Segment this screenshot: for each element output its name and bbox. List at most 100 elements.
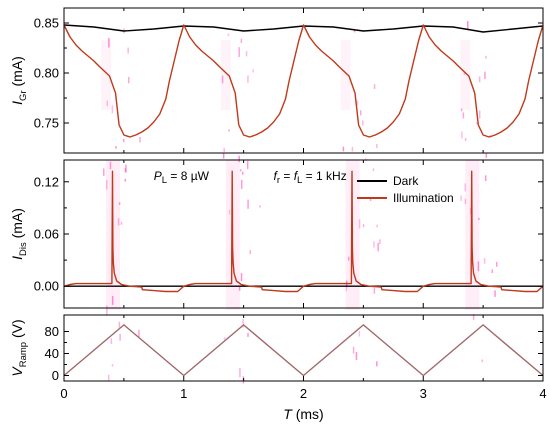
glow-speck — [223, 148, 225, 152]
glow-speck — [356, 100, 359, 106]
glow-speck — [127, 76, 130, 84]
x-tick-label: 3 — [420, 386, 427, 401]
x-tick-label: 2 — [300, 386, 307, 401]
glow-speck — [376, 361, 378, 367]
glow-speck — [464, 183, 466, 192]
glow-speck — [484, 71, 486, 80]
y-tick-label: 0.06 — [34, 227, 59, 242]
y-tick-label: 80 — [45, 324, 59, 339]
anno-sub: r — [277, 175, 280, 186]
glow-speck — [376, 224, 378, 228]
glow-speck — [358, 331, 361, 337]
series-illumination — [63, 24, 544, 138]
glow-speck — [359, 110, 362, 116]
anno-var2: f — [294, 169, 299, 183]
glow-speck — [239, 368, 241, 378]
glow-speck — [485, 153, 488, 158]
glow-speck — [118, 202, 121, 205]
plot-frame — [63, 314, 544, 382]
y-tick-label: 0.85 — [34, 16, 59, 31]
glow-speck — [472, 314, 475, 320]
glow-speck — [369, 197, 372, 201]
anno-rest: = 1 kHz — [302, 169, 346, 183]
anno-mid: = — [280, 169, 294, 183]
anno-sub2: L — [297, 175, 302, 186]
glow-speck — [347, 256, 350, 261]
glow-speck — [111, 105, 114, 114]
glow-speck — [467, 21, 469, 30]
glow-speck — [373, 241, 375, 248]
glow-speck — [138, 329, 140, 338]
glow-speck — [377, 242, 379, 252]
glow-speck — [115, 146, 117, 149]
glow-speck — [245, 51, 248, 57]
glow-speck — [122, 138, 125, 143]
glow-speck — [117, 218, 120, 226]
glow-speck — [461, 131, 463, 139]
series-ramp — [63, 324, 544, 377]
glow-speck — [342, 146, 345, 152]
glow-speck — [240, 38, 243, 43]
glow-speck — [120, 221, 123, 225]
glow-speck — [241, 171, 244, 175]
y-label-unit: (V) — [9, 319, 25, 342]
glow-speck — [103, 168, 105, 176]
glow-band — [220, 40, 231, 110]
glow-speck — [223, 337, 226, 340]
glow-speck — [373, 287, 376, 294]
annotation: PL = 8 µW — [154, 169, 210, 186]
glow-speck — [483, 257, 486, 264]
glow-speck — [484, 175, 487, 182]
y-tick-label: 0.80 — [34, 66, 59, 81]
glow-speck — [464, 138, 467, 141]
x-label-unit: (ms) — [292, 406, 324, 422]
glow-speck — [463, 71, 466, 75]
glow-speck — [259, 205, 261, 208]
y-tick-label: 40 — [45, 346, 59, 361]
glow-speck — [351, 146, 354, 152]
glow-speck — [358, 219, 361, 229]
glow-speck — [460, 195, 462, 202]
y-label-var: I — [9, 101, 25, 105]
panel-current-graphene: 0.75 0.80 0.85 IGr (mA) — [9, 7, 544, 154]
glow-speck — [476, 122, 478, 125]
y-label-sub: Ramp — [18, 342, 29, 367]
glow-speck — [362, 120, 364, 126]
anno-sub: L — [162, 175, 167, 186]
glow-speck — [352, 346, 355, 354]
glow-speck — [478, 76, 481, 83]
glow-speck — [485, 55, 487, 59]
glow-speck — [249, 250, 252, 255]
anno-var: P — [154, 169, 162, 183]
y-tick-label: 0.75 — [34, 116, 59, 131]
glow-speck — [362, 224, 365, 228]
glow-speck — [222, 152, 225, 159]
glow-speck — [118, 321, 121, 328]
glow-speck — [238, 47, 240, 57]
glow-speck — [240, 273, 243, 282]
glow-speck — [481, 359, 483, 363]
glow-speck — [109, 161, 112, 170]
y-tick-label: 0.00 — [34, 279, 59, 294]
glow-speck — [108, 38, 110, 48]
glow-speck — [228, 129, 230, 132]
glow-speck — [372, 168, 375, 172]
glow-speck — [252, 69, 254, 73]
y-axis-label: VRamp (V) — [9, 319, 29, 376]
glow-speck — [494, 290, 496, 297]
glow-speck — [247, 75, 249, 83]
glow-speck — [106, 100, 109, 107]
glow-speck — [477, 261, 480, 272]
glow-speck — [495, 261, 498, 267]
panel-ramp-voltage: 0 40 80 VRamp (V) — [9, 314, 544, 383]
glow-speck — [478, 217, 480, 220]
annotation: fr = fL = 1 kHz — [274, 169, 347, 186]
x-tick-label: 0 — [60, 386, 67, 401]
glow-speck — [125, 164, 127, 173]
series-illumination — [63, 170, 544, 293]
y-axis-label: IDis (mA) — [9, 208, 29, 260]
y-tick-label: 0.12 — [34, 174, 59, 189]
glow-speck — [119, 334, 121, 341]
